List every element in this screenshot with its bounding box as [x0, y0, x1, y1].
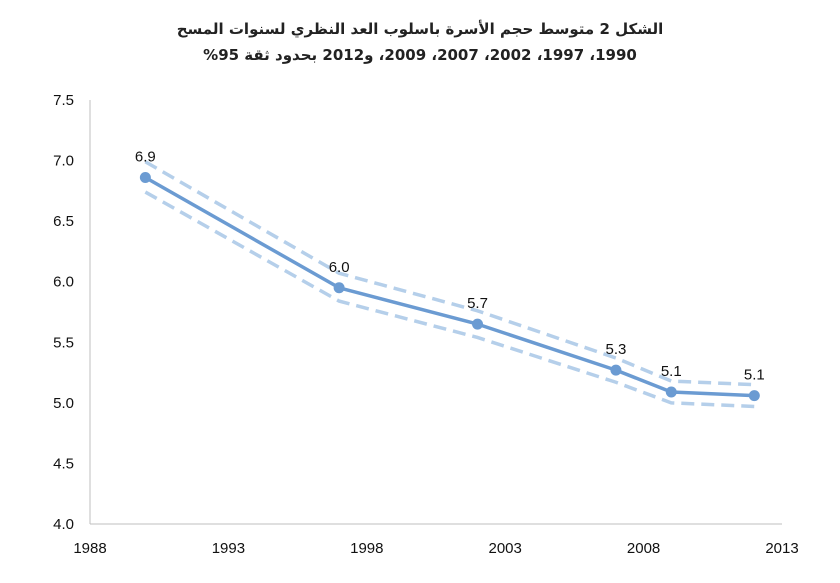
x-tick-label: 2008	[627, 540, 660, 557]
data-point	[139, 172, 151, 184]
data-point	[333, 282, 345, 294]
x-tick-label: 2013	[765, 540, 798, 557]
data-label: 5.3	[605, 341, 626, 358]
data-point	[472, 318, 484, 330]
data-label: 5.7	[467, 295, 488, 312]
y-tick-label: 6.5	[53, 213, 74, 230]
y-tick-label: 6.0	[53, 274, 74, 291]
x-tick-label: 2003	[489, 540, 522, 557]
data-point	[610, 364, 622, 376]
y-tick-label: 7.0	[53, 153, 74, 170]
y-tick-label: 4.0	[53, 516, 74, 533]
y-tick-label: 7.5	[53, 92, 74, 109]
x-tick-label: 1993	[212, 540, 245, 557]
data-label: 5.1	[661, 363, 682, 380]
data-label: 5.1	[744, 367, 765, 384]
data-label: 6.9	[135, 149, 156, 166]
lower-ci-line	[144, 190, 755, 409]
y-tick-label: 4.5	[53, 455, 74, 472]
y-tick-label: 5.0	[53, 395, 74, 412]
upper-ci-line	[144, 160, 755, 387]
chart-title: الشكل 2 متوسط حجم الأسرة باسلوب العد الن…	[176, 20, 664, 38]
data-label: 6.0	[329, 259, 350, 276]
data-point	[665, 386, 677, 398]
x-tick-label: 1998	[350, 540, 383, 557]
y-tick-label: 5.5	[53, 334, 74, 351]
x-tick-label: 1988	[73, 540, 106, 557]
data-point	[748, 390, 760, 402]
chart-subtitle: 1990، 1997، 2002، 2007، 2009، و2012 بحدو…	[203, 46, 637, 64]
estimate-line	[144, 176, 755, 398]
